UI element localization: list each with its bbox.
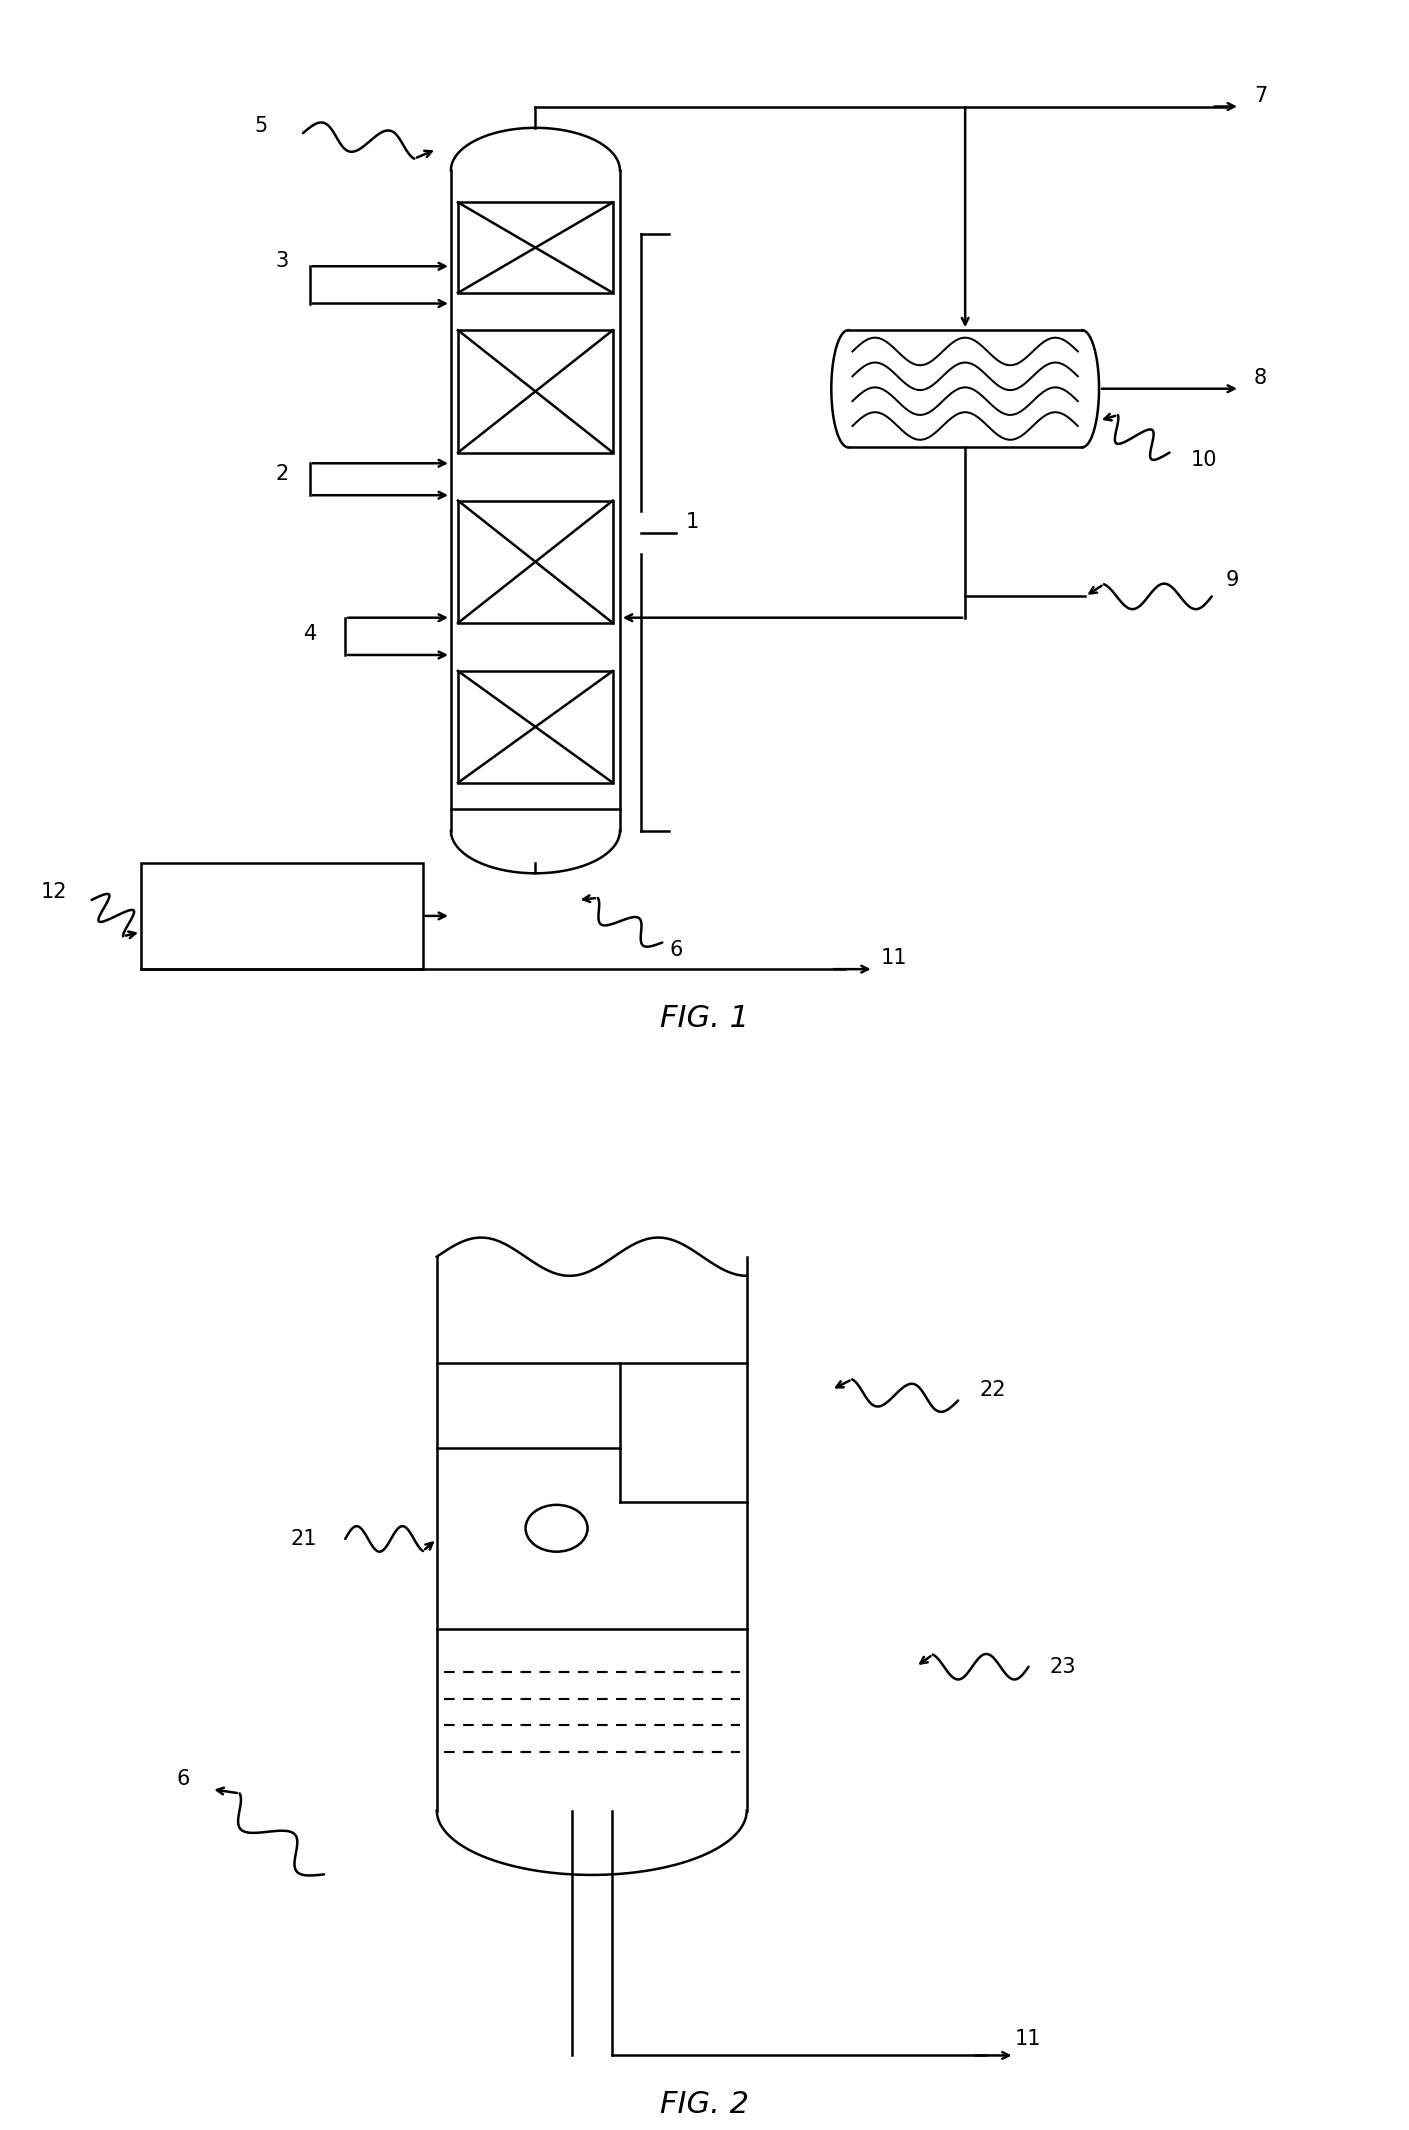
Text: 7: 7 <box>1254 85 1267 106</box>
Text: 12: 12 <box>41 882 68 903</box>
Text: 6: 6 <box>178 1768 190 1789</box>
Bar <box>458 330 613 454</box>
Text: 3: 3 <box>276 251 289 271</box>
Text: 11: 11 <box>1014 2030 1041 2049</box>
Text: 10: 10 <box>1191 449 1217 471</box>
Bar <box>458 671 613 784</box>
Text: FIG. 1: FIG. 1 <box>659 1003 750 1033</box>
Text: 2: 2 <box>276 464 289 484</box>
Bar <box>141 863 423 969</box>
Text: 11: 11 <box>881 948 907 969</box>
Bar <box>458 501 613 624</box>
Text: 22: 22 <box>979 1380 1006 1399</box>
Text: 1: 1 <box>686 511 699 532</box>
Text: 21: 21 <box>290 1529 317 1549</box>
Text: 23: 23 <box>1050 1657 1076 1676</box>
Text: 4: 4 <box>304 624 317 643</box>
Text: 6: 6 <box>669 939 682 961</box>
Text: 8: 8 <box>1254 368 1267 388</box>
Text: FIG. 2: FIG. 2 <box>659 2090 750 2119</box>
Text: 9: 9 <box>1226 571 1239 590</box>
Text: 5: 5 <box>255 115 268 136</box>
Bar <box>458 202 613 294</box>
